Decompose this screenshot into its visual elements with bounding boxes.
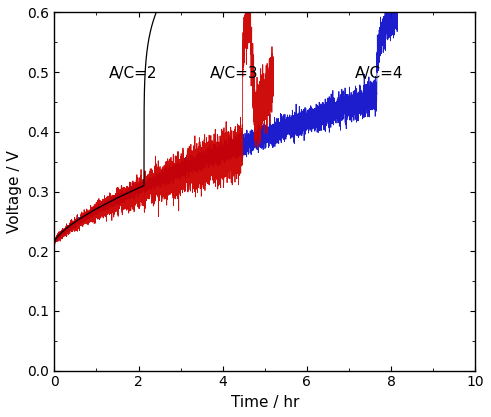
X-axis label: Time / hr: Time / hr [231,395,299,410]
Text: A/C=4: A/C=4 [355,66,404,81]
Text: A/C=2: A/C=2 [109,66,158,81]
Y-axis label: Voltage / V: Voltage / V [7,150,22,233]
Text: A/C=3: A/C=3 [210,66,259,81]
